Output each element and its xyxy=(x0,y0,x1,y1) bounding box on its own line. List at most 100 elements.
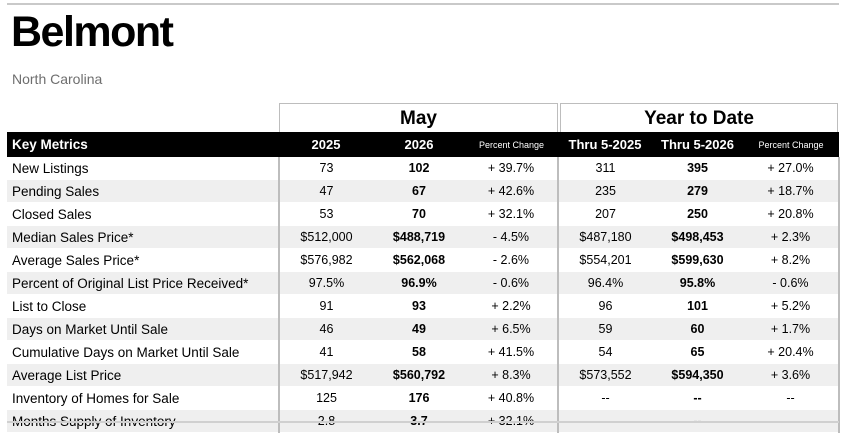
table-row: Percent of Original List Price Received*… xyxy=(7,271,840,295)
cell-metric: List to Close xyxy=(7,294,280,318)
cell-metric: Inventory of Homes for Sale xyxy=(7,386,280,410)
cell-may-2026: 58 xyxy=(373,340,465,364)
cell-ytd-percent-change: + 1.7% xyxy=(743,317,840,341)
table-row: Pending Sales 47 67 + 42.6% 235 279 + 18.7% xyxy=(7,179,840,203)
cell-ytd-2025: 207 xyxy=(558,202,652,226)
cell-ytd-2025: 59 xyxy=(558,317,652,341)
cell-metric: Days on Market Until Sale xyxy=(7,317,280,341)
cell-may-2025: $517,942 xyxy=(279,363,373,387)
cell-may-percent-change: + 41.5% xyxy=(465,340,559,364)
cell-ytd-2025: 96.4% xyxy=(558,271,652,295)
header-key-metrics: Key Metrics xyxy=(7,132,279,157)
cell-metric: Average Sales Price* xyxy=(7,248,280,272)
cell-ytd-2025: -- xyxy=(558,386,652,410)
cell-may-percent-change: + 2.2% xyxy=(465,294,559,318)
cell-may-2025: 91 xyxy=(279,294,373,318)
cell-may-percent-change: + 6.5% xyxy=(465,317,559,341)
cell-may-2025: $512,000 xyxy=(279,225,373,249)
cell-ytd-percent-change: + 5.2% xyxy=(743,294,840,318)
cell-ytd-2025: $573,552 xyxy=(558,363,652,387)
table-row: Average Sales Price* $576,982 $562,068- 2.… xyxy=(7,248,840,272)
cell-may-2025: 47 xyxy=(279,179,373,203)
cell-metric: Closed Sales xyxy=(7,202,280,226)
table-header-row: Key Metrics 2025 2026 Percent Change Thr… xyxy=(7,132,839,157)
cell-may-2026: 93 xyxy=(373,294,465,318)
table-row: Closed Sales 53 70 + 32.1% 207 250 + 20.8% xyxy=(7,202,840,226)
cell-ytd-percent-change: + 27.0% xyxy=(743,157,840,180)
cell-ytd-2026: $599,630 xyxy=(652,248,743,272)
cell-ytd-2026: 250 xyxy=(652,202,743,226)
header-thru-2025: Thru 5-2025 xyxy=(558,132,652,157)
cell-ytd-2026: 395 xyxy=(652,157,743,180)
cell-may-2025: 53 xyxy=(279,202,373,226)
cell-may-2026: 49 xyxy=(373,317,465,341)
cell-may-percent-change: + 40.8% xyxy=(465,386,559,410)
page-title: Belmont xyxy=(11,8,174,56)
cell-ytd-percent-change: + 20.8% xyxy=(743,202,840,226)
cell-metric: New Listings xyxy=(7,157,280,180)
header-thru-2026: Thru 5-2026 xyxy=(652,132,743,157)
cell-metric: Pending Sales xyxy=(7,179,280,203)
cell-ytd-percent-change: -- xyxy=(743,386,840,410)
cell-may-percent-change: - 4.5% xyxy=(465,225,559,249)
cell-ytd-2025: $554,201 xyxy=(558,248,652,272)
cell-ytd-2026: -- xyxy=(652,386,743,410)
cell-ytd-2025: 96 xyxy=(558,294,652,318)
cell-may-2026: $562,068 xyxy=(373,248,465,272)
cell-metric: Average List Price xyxy=(7,363,280,387)
header-2025: 2025 xyxy=(279,132,373,157)
cell-may-percent-change: - 0.6% xyxy=(465,271,559,295)
cell-metric: Percent of Original List Price Received* xyxy=(7,271,280,295)
header-2026: 2026 xyxy=(373,132,465,157)
cell-ytd-percent-change: + 8.2% xyxy=(743,248,840,272)
cell-ytd-2026: 60 xyxy=(652,317,743,341)
cell-ytd-2025: 311 xyxy=(558,157,652,180)
cell-ytd-2025: $487,180 xyxy=(558,225,652,249)
table-row: Median Sales Price* $512,000 $488,719- 4.5… xyxy=(7,225,840,249)
group-header-ytd: Year to Date xyxy=(560,103,838,132)
cell-may-percent-change: + 39.7% xyxy=(465,157,559,180)
bottom-rule xyxy=(7,421,839,423)
cell-ytd-percent-change: + 2.3% xyxy=(743,225,840,249)
page-subtitle: North Carolina xyxy=(12,71,103,87)
cell-ytd-2025: 235 xyxy=(558,179,652,203)
cell-may-2026: 70 xyxy=(373,202,465,226)
cell-ytd-percent-change: + 3.6% xyxy=(743,363,840,387)
cell-may-percent-change: - 2.6% xyxy=(465,248,559,272)
header-percent-change-ytd: Percent Change xyxy=(743,132,839,157)
cell-ytd-2026: $594,350 xyxy=(652,363,743,387)
header-percent-change: Percent Change xyxy=(465,132,558,157)
group-header-may: May xyxy=(279,103,558,132)
cell-may-2026: $560,792 xyxy=(373,363,465,387)
cell-may-2026: 67 xyxy=(373,179,465,203)
cell-metric: Median Sales Price* xyxy=(7,225,280,249)
cell-may-2025: 73 xyxy=(279,157,373,180)
cell-may-percent-change: + 32.1% xyxy=(465,202,559,226)
table-row: Average List Price $517,942 $560,792 + 8.3%… xyxy=(7,363,840,387)
metrics-table: Key Metrics 2025 2026 Percent Change Thr… xyxy=(7,132,840,433)
cell-ytd-2025: 54 xyxy=(558,340,652,364)
cell-may-percent-change: + 42.6% xyxy=(465,179,559,203)
cell-ytd-2026: 65 xyxy=(652,340,743,364)
table-row: List to Close 91 93 + 2.2% 96 101 + 5.2% xyxy=(7,294,840,318)
cell-may-2025: $576,982 xyxy=(279,248,373,272)
cell-may-2026: 96.9% xyxy=(373,271,465,295)
cell-ytd-2026: 101 xyxy=(652,294,743,318)
top-rule xyxy=(7,3,839,5)
cell-may-2025: 97.5% xyxy=(279,271,373,295)
cell-may-2025: 46 xyxy=(279,317,373,341)
cell-may-2026: 102 xyxy=(373,157,465,180)
cell-may-2025: 125 xyxy=(279,386,373,410)
cell-may-2026: 176 xyxy=(373,386,465,410)
table-row: Days on Market Until Sale 46 49 + 6.5% 59 60 +… xyxy=(7,317,840,341)
cell-ytd-2026: $498,453 xyxy=(652,225,743,249)
cell-ytd-2026: 95.8% xyxy=(652,271,743,295)
cell-ytd-percent-change: + 18.7% xyxy=(743,179,840,203)
cell-may-2025: 41 xyxy=(279,340,373,364)
cell-ytd-2026: 279 xyxy=(652,179,743,203)
cell-metric: Cumulative Days on Market Until Sale xyxy=(7,340,280,364)
table-row: New Listings 73 102 + 39.7% 311 395 + 27.0% xyxy=(7,157,840,180)
cell-may-2026: $488,719 xyxy=(373,225,465,249)
table-row: Cumulative Days on Market Until Sale 41 58… xyxy=(7,340,840,364)
cell-ytd-percent-change: + 20.4% xyxy=(743,340,840,364)
